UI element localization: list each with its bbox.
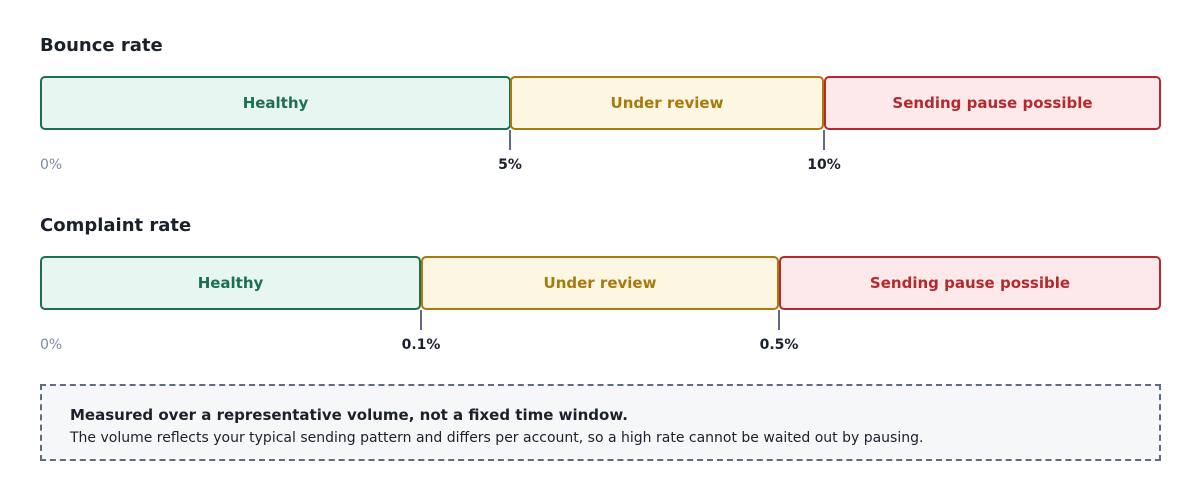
complaint-axis-start: 0% — [40, 337, 63, 353]
complaint-healthy-segment: Healthy — [40, 256, 421, 310]
bounce-pause-segment: Sending pause possible — [824, 76, 1161, 130]
note-title: Measured over a representative volume, n… — [70, 406, 628, 424]
complaint-threshold-label-2: 0.5% — [759, 337, 799, 353]
bounce-threshold-tick-2 — [823, 130, 825, 150]
bounce-review-segment: Under review — [510, 76, 824, 130]
complaint-review-segment: Under review — [421, 256, 779, 310]
complaint-threshold-tick-1 — [420, 310, 422, 330]
complaint-threshold-label-1: 0.1% — [401, 337, 441, 353]
complaint-pause-segment: Sending pause possible — [779, 256, 1161, 310]
complaint-rate-title: Complaint rate — [40, 215, 192, 236]
bounce-rate-title: Bounce rate — [40, 35, 163, 56]
bounce-threshold-label-1: 5% — [498, 157, 522, 173]
bounce-healthy-segment: Healthy — [40, 76, 511, 130]
bounce-rate-bar: Healthy Under review Sending pause possi… — [40, 76, 1161, 130]
complaint-rate-bar: Healthy Under review Sending pause possi… — [40, 256, 1161, 310]
bounce-axis-start: 0% — [40, 157, 63, 173]
note-body: The volume reflects your typical sending… — [70, 430, 924, 446]
complaint-threshold-tick-2 — [778, 310, 780, 330]
bounce-threshold-tick-1 — [509, 130, 511, 150]
bounce-threshold-label-2: 10% — [807, 157, 841, 173]
measurement-note: Measured over a representative volume, n… — [40, 384, 1161, 461]
